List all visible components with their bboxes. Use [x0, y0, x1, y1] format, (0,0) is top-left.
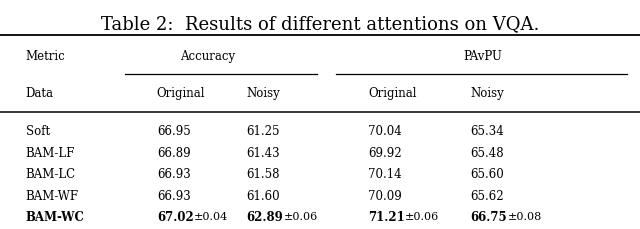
Text: BAM-WF: BAM-WF: [26, 189, 79, 202]
Text: BAM-LF: BAM-LF: [26, 146, 75, 159]
Text: ±0.04: ±0.04: [194, 211, 228, 221]
Text: Table 2:  Results of different attentions on VQA.: Table 2: Results of different attentions…: [101, 15, 539, 33]
Text: 65.34: 65.34: [470, 125, 504, 138]
Text: 66.95: 66.95: [157, 125, 191, 138]
Text: 62.89: 62.89: [246, 210, 283, 223]
Text: Metric: Metric: [26, 50, 65, 63]
Text: 65.60: 65.60: [470, 168, 504, 180]
Text: Accuracy: Accuracy: [180, 50, 236, 63]
Text: 71.21: 71.21: [368, 210, 404, 223]
Text: Data: Data: [26, 86, 54, 99]
Text: 67.02: 67.02: [157, 210, 193, 223]
Text: Original: Original: [368, 86, 417, 99]
Text: 66.93: 66.93: [157, 168, 191, 180]
Text: 61.60: 61.60: [246, 189, 280, 202]
Text: Noisy: Noisy: [246, 86, 280, 99]
Text: 61.25: 61.25: [246, 125, 280, 138]
Text: Soft: Soft: [26, 125, 50, 138]
Text: ±0.06: ±0.06: [405, 211, 440, 221]
Text: 66.75: 66.75: [470, 210, 507, 223]
Text: Noisy: Noisy: [470, 86, 504, 99]
Text: 61.43: 61.43: [246, 146, 280, 159]
Text: ±0.06: ±0.06: [284, 211, 318, 221]
Text: 70.09: 70.09: [368, 189, 402, 202]
Text: 66.89: 66.89: [157, 146, 191, 159]
Text: 66.93: 66.93: [157, 189, 191, 202]
Text: PAvPU: PAvPU: [464, 50, 502, 63]
Text: BAM-LC: BAM-LC: [26, 168, 76, 180]
Text: 70.14: 70.14: [368, 168, 402, 180]
Text: 69.92: 69.92: [368, 146, 402, 159]
Text: 65.62: 65.62: [470, 189, 504, 202]
Text: 61.58: 61.58: [246, 168, 280, 180]
Text: 65.48: 65.48: [470, 146, 504, 159]
Text: ±0.08: ±0.08: [508, 211, 542, 221]
Text: BAM-WC: BAM-WC: [26, 210, 84, 223]
Text: Original: Original: [157, 86, 205, 99]
Text: 70.04: 70.04: [368, 125, 402, 138]
